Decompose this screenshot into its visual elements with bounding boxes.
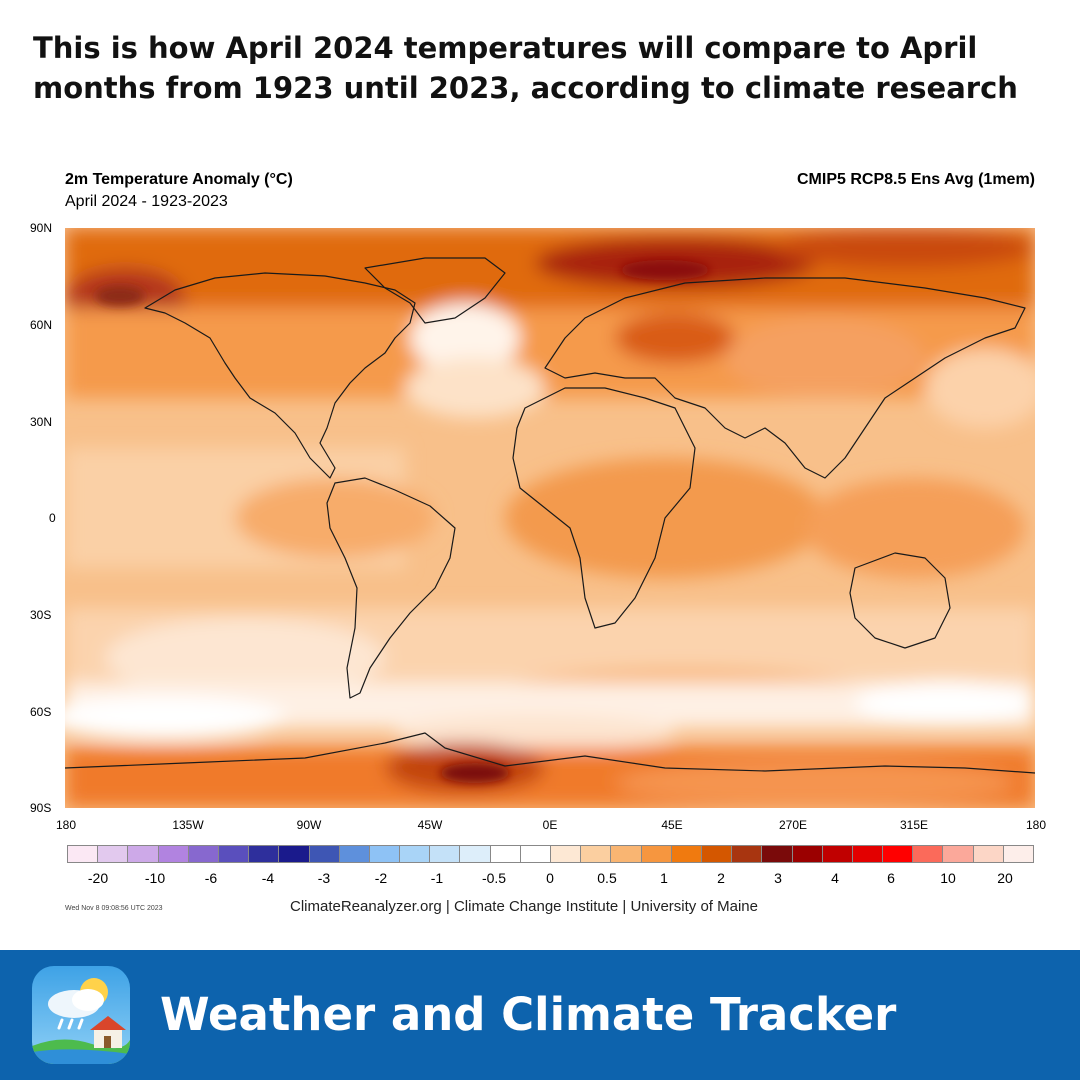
lon-label: 45W xyxy=(417,818,443,832)
lon-label: 135W xyxy=(172,818,204,832)
colorbar-label: 6 xyxy=(887,870,895,886)
map-subtitle: April 2024 - 1923-2023 xyxy=(65,193,228,210)
colorbar-swatch xyxy=(279,846,310,862)
colorbar-swatch xyxy=(430,846,461,862)
colorbar-swatch xyxy=(249,846,280,862)
lat-label: 30S xyxy=(30,608,52,622)
lat-label: 60S xyxy=(30,705,52,719)
lon-label: 315E xyxy=(899,818,929,832)
lon-label: 90W xyxy=(296,818,322,832)
colorbar-swatch xyxy=(792,846,823,862)
colorbar-swatch xyxy=(671,846,702,862)
colorbar-swatch xyxy=(400,846,431,862)
lon-label: 270E xyxy=(778,818,808,832)
lat-label: 0 xyxy=(49,511,56,525)
lon-label: 45E xyxy=(661,818,683,832)
lat-label: 90N xyxy=(30,221,53,235)
colorbar-swatch xyxy=(913,846,944,862)
brand-name: Weather and Climate Tracker xyxy=(160,988,897,1041)
colorbar-swatch xyxy=(158,846,189,862)
colorbar-swatch xyxy=(1003,846,1033,862)
colorbar-label: -3 xyxy=(317,870,331,886)
colorbar-swatch xyxy=(309,846,340,862)
antarctica-outline xyxy=(65,732,1035,774)
australia-outline xyxy=(849,552,951,649)
africa-outline xyxy=(512,387,696,629)
colorbar-label: -20 xyxy=(87,870,109,886)
colorbar-swatch xyxy=(973,846,1004,862)
headline: This is how April 2024 temperatures will… xyxy=(33,31,1018,105)
colorbar-label: 3 xyxy=(774,870,782,886)
colorbar-label: 0.5 xyxy=(597,870,617,886)
colorbar-label: 20 xyxy=(997,870,1013,886)
greenland-outline xyxy=(364,257,506,324)
colorbar-label: -2 xyxy=(374,870,388,886)
colorbar-swatch xyxy=(369,846,401,862)
lat-label: 60N xyxy=(30,318,53,332)
colorbar-swatch xyxy=(732,846,763,862)
colorbar-label: 4 xyxy=(831,870,839,886)
colorbar-swatch xyxy=(490,846,521,862)
colorbar-swatch xyxy=(581,846,612,862)
weather-app-icon xyxy=(32,966,130,1064)
timestamp: Wed Nov 8 09:08:56 UTC 2023 xyxy=(65,905,163,912)
north-america-outline xyxy=(144,272,416,479)
colorbar-label: 0 xyxy=(546,870,554,886)
colorbar-swatch xyxy=(852,846,884,862)
anomaly-fields xyxy=(65,228,1035,808)
south-america-outline xyxy=(326,477,456,699)
colorbar-swatch xyxy=(701,846,733,862)
continent-outlines xyxy=(65,257,1035,774)
lon-label: 180 xyxy=(1025,818,1047,832)
colorbar-swatch xyxy=(520,846,551,862)
colorbar-swatch xyxy=(611,846,642,862)
lat-label: 90S xyxy=(30,801,52,815)
lon-label: 0E xyxy=(542,818,558,832)
colorbar-swatch xyxy=(68,846,99,862)
eurasia-outline xyxy=(544,277,1026,479)
colorbar xyxy=(67,845,1034,863)
colorbar-swatch xyxy=(460,846,491,862)
colorbar-label: 10 xyxy=(940,870,956,886)
colorbar-swatch xyxy=(339,846,370,862)
colorbar-swatch xyxy=(218,846,250,862)
anomaly-hotspots xyxy=(95,260,710,783)
colorbar-label: 1 xyxy=(660,870,668,886)
colorbar-swatch xyxy=(762,846,793,862)
temperature-anomaly-map xyxy=(65,228,1035,808)
map-model-label: CMIP5 RCP8.5 Ens Avg (1mem) xyxy=(797,171,1035,188)
lat-label: 30N xyxy=(30,415,53,429)
colorbar-swatch xyxy=(98,846,129,862)
colorbar-swatch xyxy=(883,846,914,862)
colorbar-label: -1 xyxy=(430,870,444,886)
colorbar-label: 2 xyxy=(717,870,725,886)
brand-footer: Weather and Climate Tracker xyxy=(0,950,1080,1080)
colorbar-swatch xyxy=(822,846,853,862)
colorbar-swatch xyxy=(641,846,672,862)
map-title: 2m Temperature Anomaly (°C) xyxy=(65,171,293,188)
colorbar-label: -10 xyxy=(144,870,166,886)
colorbar-swatch xyxy=(128,846,159,862)
colorbar-label: -0.5 xyxy=(481,870,507,886)
lon-label: 180 xyxy=(55,818,77,832)
colorbar-swatch xyxy=(943,846,974,862)
credit-line: ClimateReanalyzer.org | Climate Change I… xyxy=(290,898,758,915)
colorbar-label: -6 xyxy=(204,870,218,886)
colorbar-label: -4 xyxy=(261,870,275,886)
colorbar-swatch xyxy=(188,846,219,862)
colorbar-swatch xyxy=(551,846,582,862)
